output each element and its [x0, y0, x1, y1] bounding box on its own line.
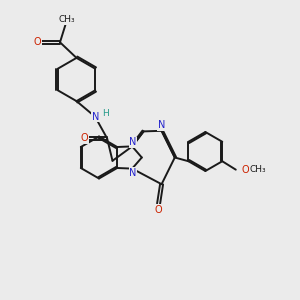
Text: O: O	[81, 133, 88, 143]
Text: N: N	[92, 112, 99, 122]
Text: N: N	[129, 137, 136, 147]
Text: H: H	[103, 109, 109, 118]
Text: O: O	[34, 37, 42, 47]
Text: O: O	[154, 205, 162, 215]
Text: CH₃: CH₃	[58, 15, 75, 24]
Text: CH₃: CH₃	[249, 165, 266, 174]
Text: O: O	[242, 165, 249, 175]
Text: N: N	[158, 120, 165, 130]
Text: N: N	[129, 168, 136, 178]
